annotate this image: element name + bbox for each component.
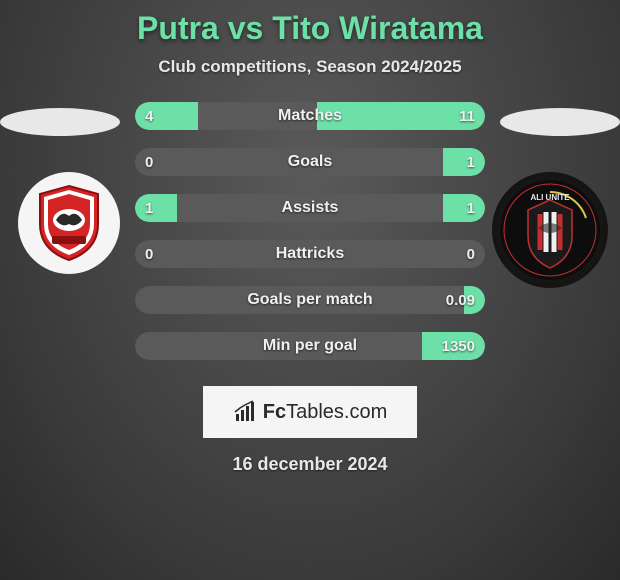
chart-icon [233,400,257,424]
stat-label: Hattricks [135,240,485,268]
right-player-marker [500,108,620,136]
stat-value-right: 11 [459,102,475,130]
stat-row: 0Hattricks0 [135,240,485,268]
madura-united-crest-icon [26,180,112,266]
stat-label: Min per goal [135,332,485,360]
comparison-date: 16 december 2024 [0,454,620,475]
stat-bars-container: 4Matches110Goals11Assists10Hattricks0Goa… [135,102,485,360]
stat-row: Min per goal1350 [135,332,485,360]
stat-label: Matches [135,102,485,130]
brand-prefix: Fc [263,401,286,423]
brand-suffix: Tables.com [286,401,387,423]
brand-text: FcTables.com [263,401,388,424]
stat-value-right: 0 [467,240,475,268]
bali-united-crest-icon: ALI UNITE [498,178,602,282]
stat-value-right: 1 [467,148,475,176]
stat-row: 4Matches11 [135,102,485,130]
comparison-area: ALI UNITE 4Matches110Goals11Assists10Hat… [0,102,620,360]
left-player-marker [0,108,120,136]
stat-label: Goals [135,148,485,176]
brand-watermark: FcTables.com [203,386,417,438]
left-team-logo [18,172,120,274]
right-team-logo: ALI UNITE [492,172,608,288]
stat-label: Assists [135,194,485,222]
comparison-subtitle: Club competitions, Season 2024/2025 [0,57,620,77]
stat-value-right: 1 [467,194,475,222]
stat-label: Goals per match [135,286,485,314]
stat-value-right: 0.09 [446,286,475,314]
stat-row: 0Goals1 [135,148,485,176]
stat-row: Goals per match0.09 [135,286,485,314]
stat-row: 1Assists1 [135,194,485,222]
comparison-title: Putra vs Tito Wiratama [0,0,620,47]
stat-value-right: 1350 [442,332,475,360]
